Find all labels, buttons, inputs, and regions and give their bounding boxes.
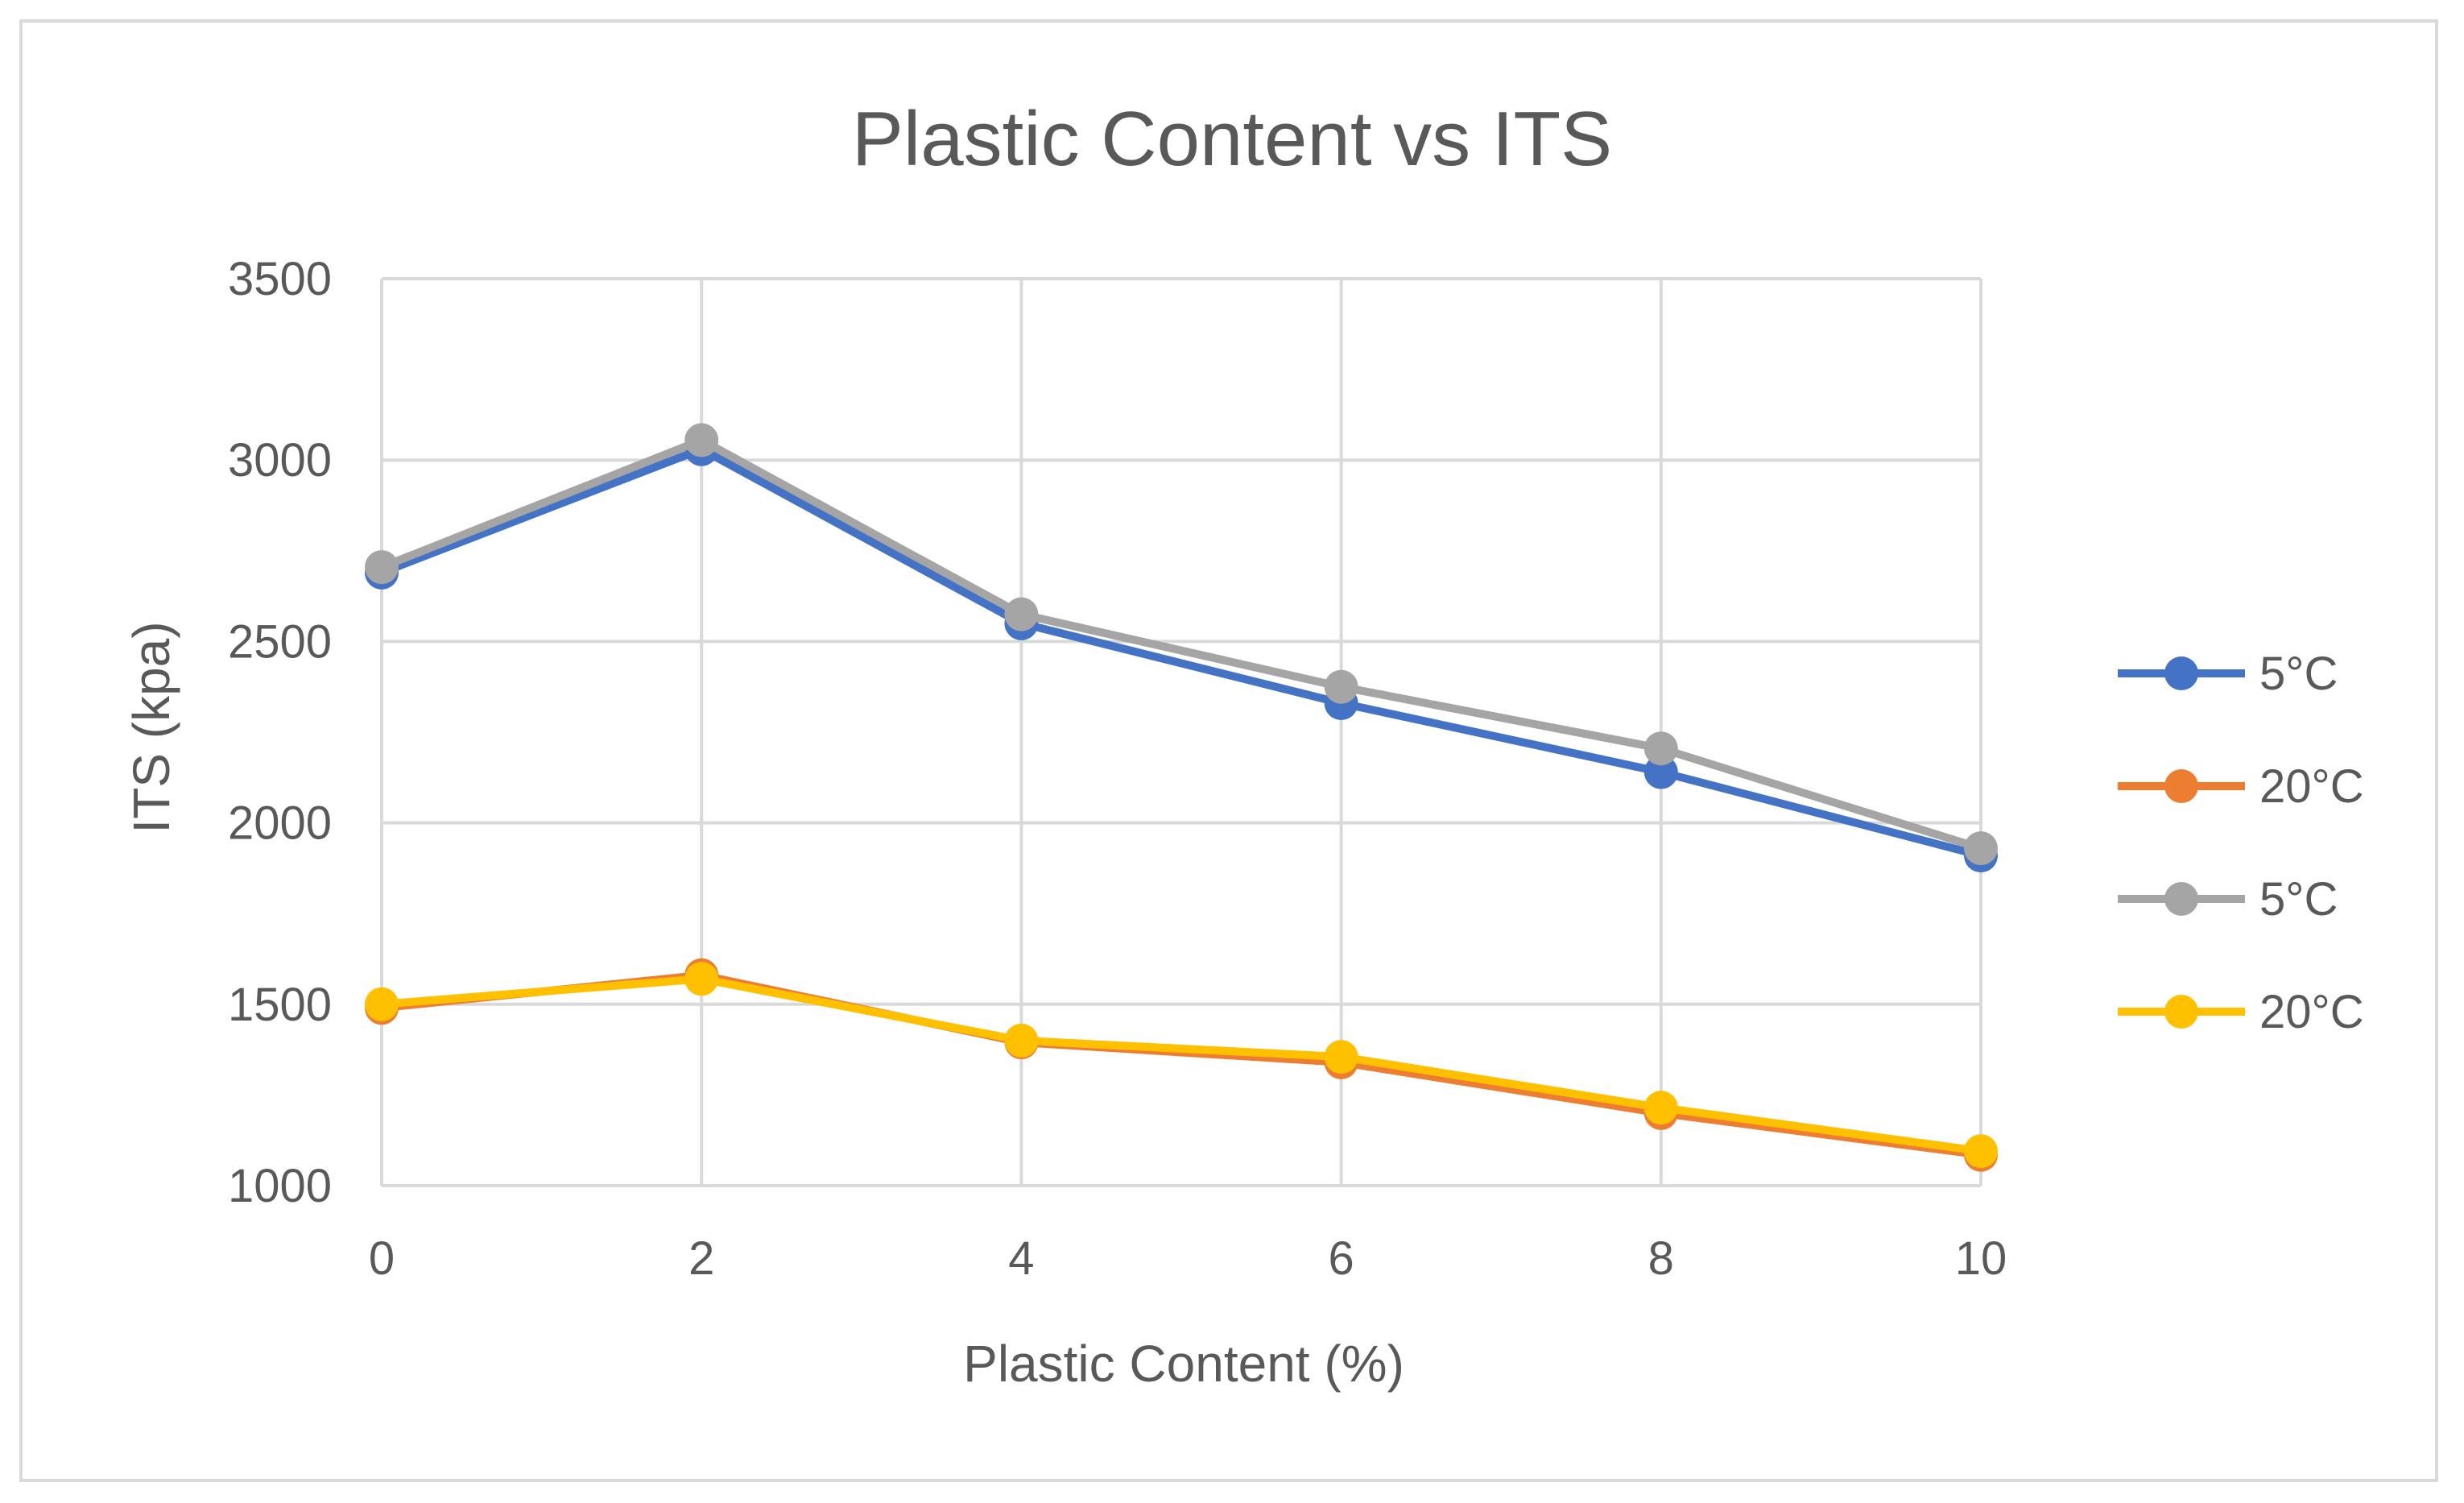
y-tick-label: 2000 <box>228 797 332 850</box>
data-point <box>1964 1134 1998 1169</box>
y-tick-label: 2500 <box>228 615 332 668</box>
x-tick-label: 4 <box>1008 1232 1034 1285</box>
x-tick-label: 10 <box>1955 1232 2007 1285</box>
data-point <box>1004 1023 1039 1058</box>
legend-marker <box>2164 656 2198 690</box>
data-point <box>1643 755 1678 789</box>
data-point <box>1964 831 1998 866</box>
y-tick-label: 3000 <box>228 434 332 487</box>
series-layer <box>365 423 1998 1172</box>
x-tick-label: 0 <box>369 1232 395 1285</box>
series-3 <box>365 962 1998 1169</box>
data-point <box>1324 1040 1358 1074</box>
y-tick-label: 1000 <box>228 1160 332 1212</box>
series-line <box>381 975 1982 1156</box>
series-line <box>381 971 1982 1159</box>
legend-item: 20°C <box>2118 986 2364 1038</box>
grid-lines <box>380 277 1982 1187</box>
legend-label: 20°C <box>2259 986 2364 1038</box>
x-tick-label: 2 <box>688 1232 714 1285</box>
legend: 5°C 20°C 5°C 20°C <box>2118 648 2364 1038</box>
legend-label: 5°C <box>2259 873 2338 925</box>
chart-frame <box>19 19 2438 1482</box>
series-line <box>380 436 1982 852</box>
legend-item: 5°C <box>2118 873 2338 925</box>
data-point <box>684 962 719 996</box>
series-1 <box>365 958 1998 1172</box>
legend-marker <box>2164 769 2198 803</box>
chart-title: Plastic Content vs ITS <box>852 96 1612 182</box>
data-point <box>1004 597 1039 631</box>
series-line <box>380 445 1982 859</box>
data-point <box>1324 669 1358 704</box>
legend-item: 5°C <box>2118 648 2338 700</box>
x-tick-label: 6 <box>1328 1232 1354 1285</box>
series-2 <box>365 423 1998 866</box>
legend-label: 5°C <box>2259 648 2338 700</box>
x-tick-label: 8 <box>1648 1232 1674 1285</box>
x-axis-ticks: 0 2 4 6 8 10 <box>369 1232 2007 1285</box>
data-point <box>684 423 719 458</box>
legend-item: 20°C <box>2118 760 2364 813</box>
data-point <box>1643 1091 1678 1125</box>
y-axis-ticks: 1000 1500 2000 2500 3000 3500 <box>228 253 332 1212</box>
legend-marker <box>2164 882 2198 916</box>
legend-label: 20°C <box>2259 760 2364 813</box>
data-point <box>365 987 399 1021</box>
y-tick-label: 1500 <box>228 979 332 1031</box>
y-tick-label: 3500 <box>228 253 332 305</box>
legend-marker <box>2164 995 2198 1029</box>
data-point <box>1643 731 1678 766</box>
y-axis-title: ITS (kpa) <box>122 621 180 833</box>
x-axis-title: Plastic Content (%) <box>963 1335 1404 1393</box>
data-point <box>365 550 399 585</box>
